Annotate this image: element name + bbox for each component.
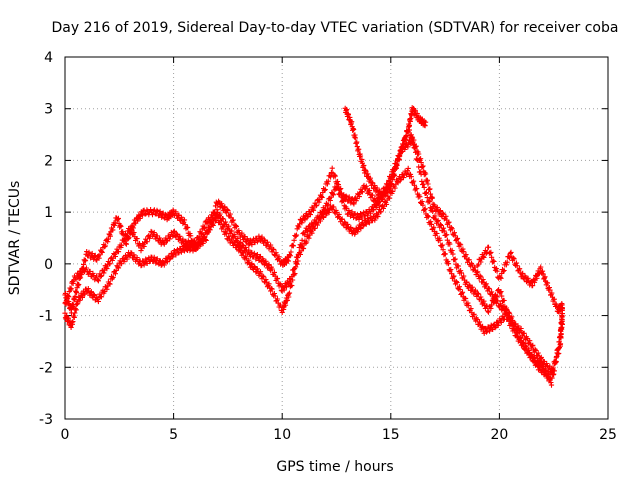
plot-frame [64, 56, 609, 420]
series-2 [62, 165, 565, 382]
y-tick-label: 0 [44, 257, 53, 273]
y-tick-label: 2 [44, 153, 53, 169]
data-point-markers [62, 165, 565, 382]
y-tick-label: 3 [44, 102, 53, 118]
x-tick-label: 5 [169, 427, 178, 443]
axis-ticks [64, 56, 609, 420]
y-tick-label: -3 [39, 412, 53, 428]
grid-lines [65, 57, 608, 419]
y-tick-label: 1 [44, 205, 53, 221]
y-tick-label: -1 [39, 309, 53, 325]
y-tick-label: 4 [44, 50, 53, 66]
chart-title: Day 216 of 2019, Sidereal Day-to-day VTE… [52, 20, 619, 36]
data-marks [62, 105, 565, 388]
x-tick-label: 25 [599, 427, 617, 443]
data-point-markers [475, 244, 565, 315]
y-tick-labels: -3 -2 -1 0 1 2 3 4 [39, 50, 53, 428]
x-tick-label: 0 [61, 427, 70, 443]
series-4 [475, 244, 565, 315]
x-axis-label: GPS time / hours [276, 459, 393, 475]
data-point-markers [342, 105, 429, 201]
y-axis-label: SDTVAR / TECUs [7, 181, 23, 296]
data-point-markers [62, 135, 565, 377]
x-tick-labels: 0 5 10 15 20 25 [61, 427, 617, 443]
series-3 [342, 105, 429, 201]
y-tick-label: -2 [39, 360, 53, 376]
series-1 [62, 135, 565, 377]
x-tick-label: 15 [382, 427, 400, 443]
x-tick-label: 20 [490, 427, 508, 443]
x-tick-label: 10 [273, 427, 291, 443]
